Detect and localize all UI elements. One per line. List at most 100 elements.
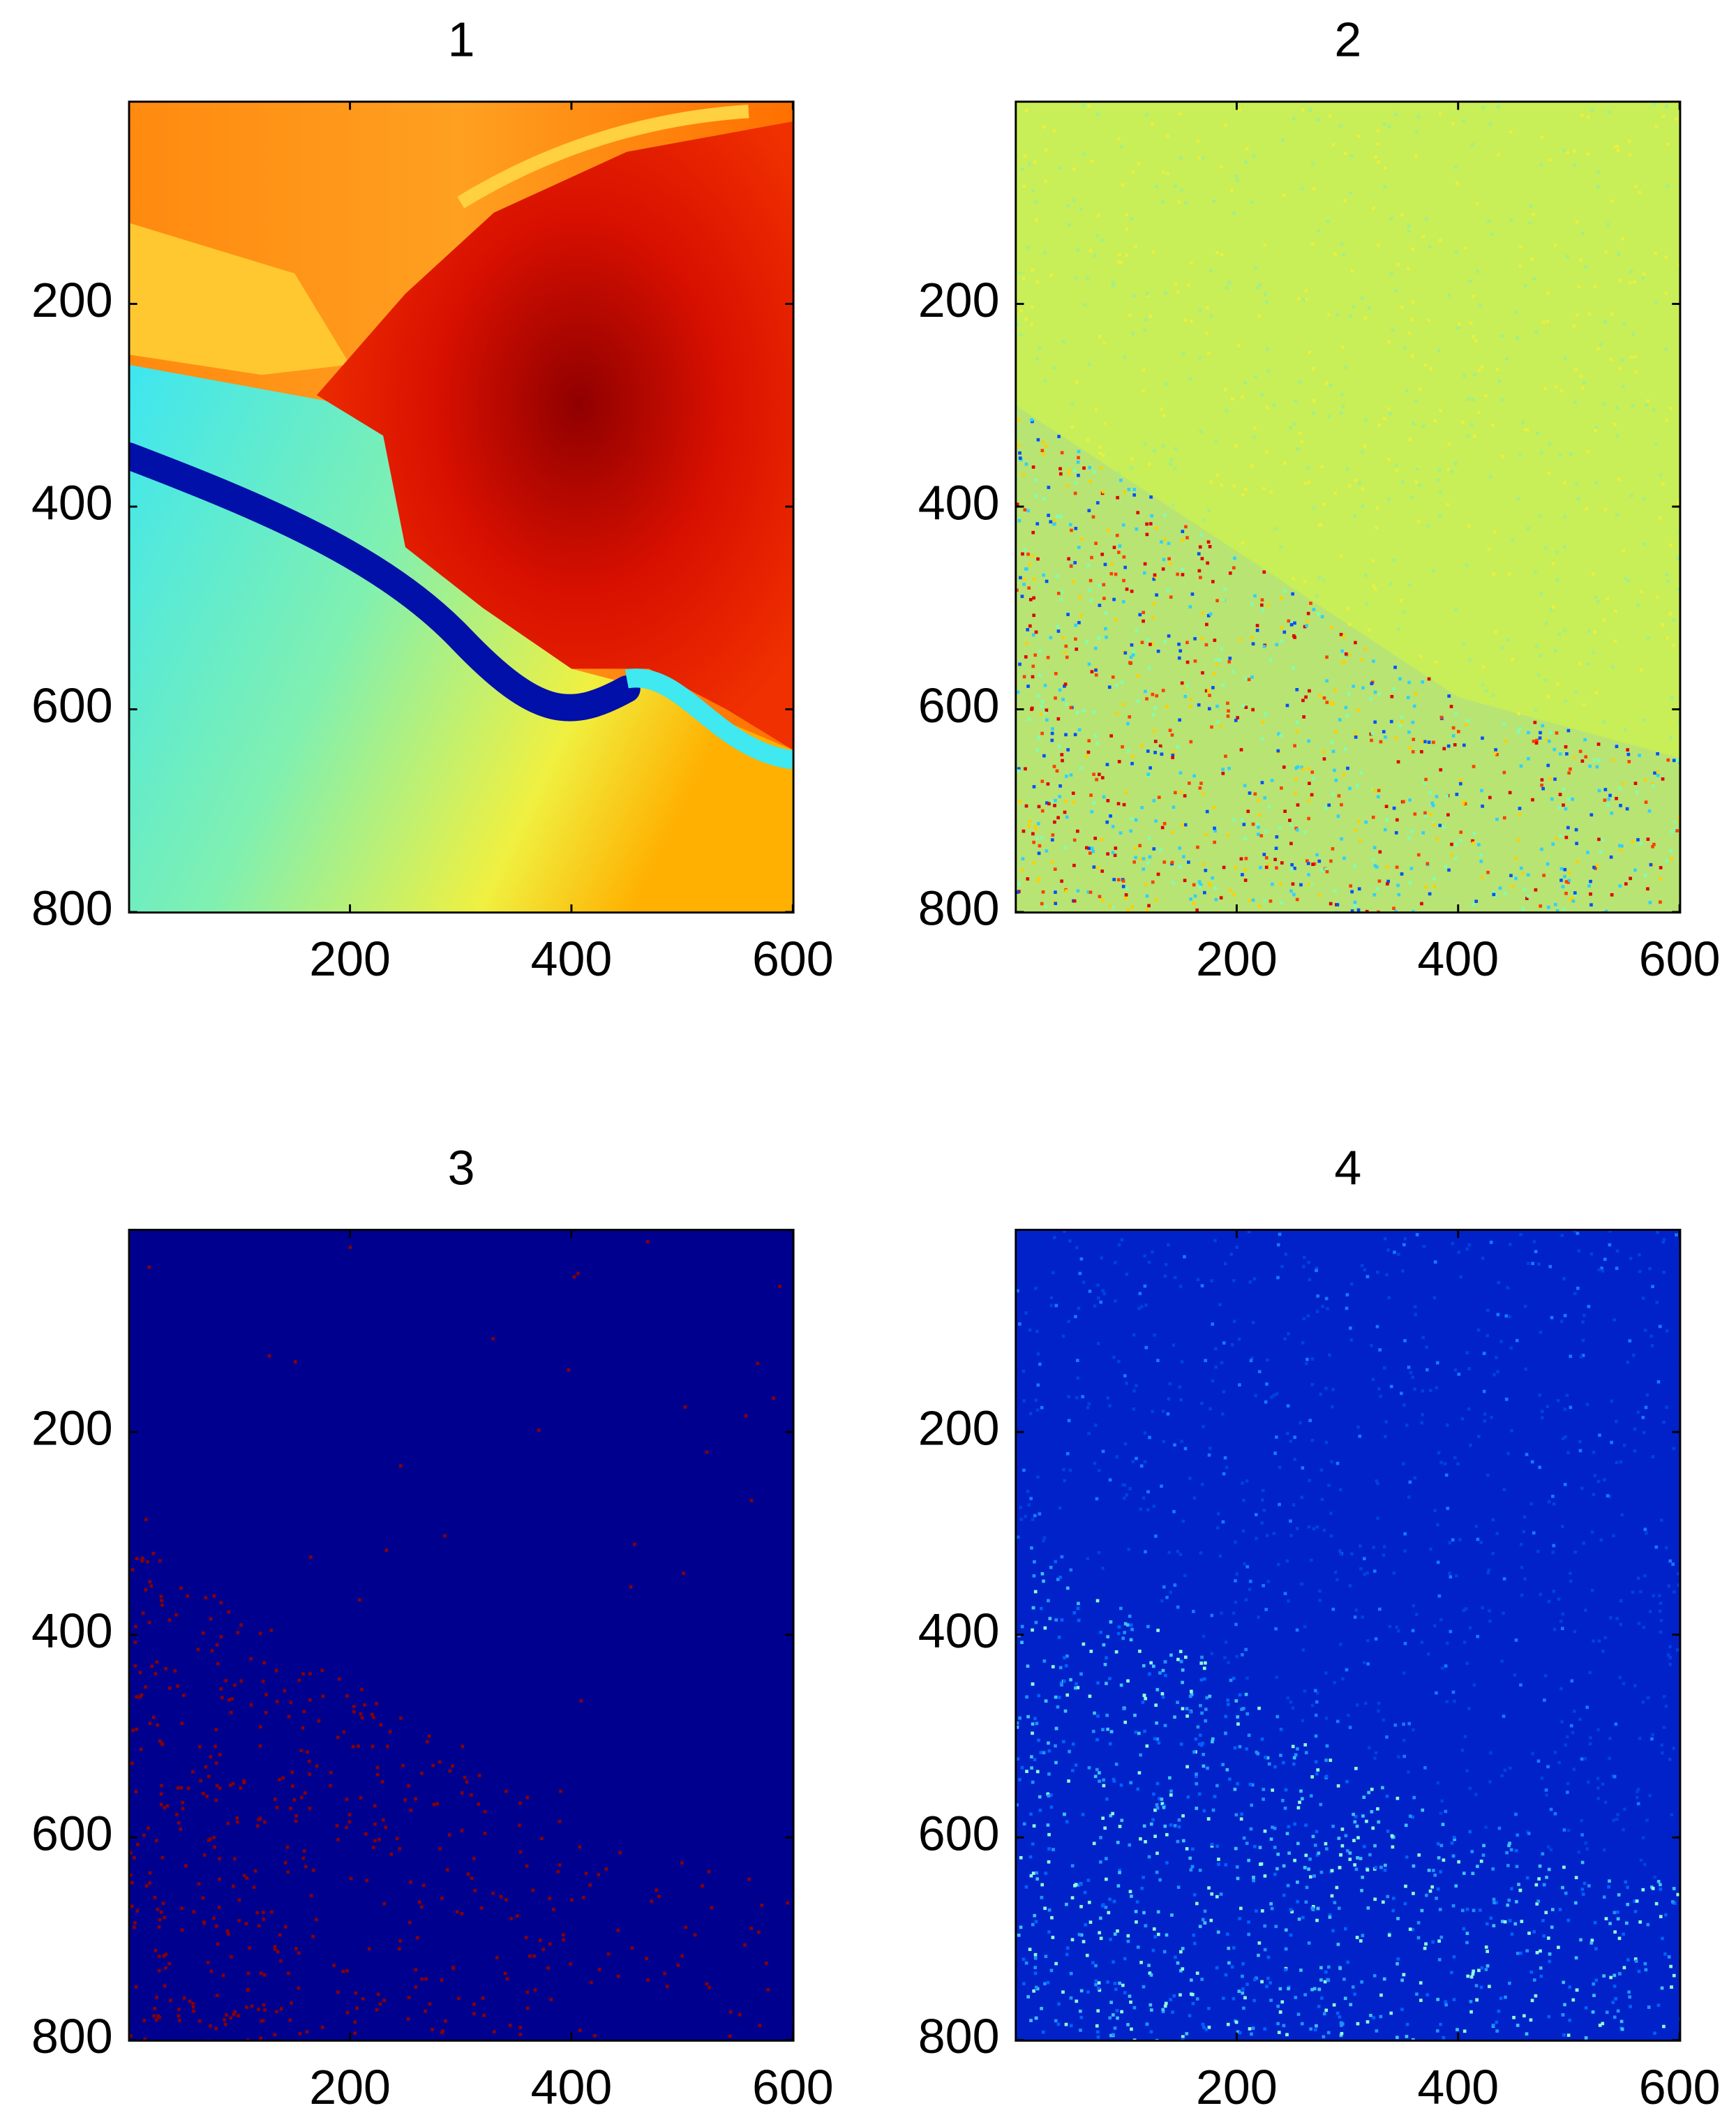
image-pixel bbox=[1439, 1844, 1444, 1848]
image-pixel bbox=[223, 2023, 227, 2026]
image-pixel bbox=[1436, 1560, 1440, 1564]
image-pixel bbox=[495, 1956, 499, 1959]
image-pixel bbox=[219, 1635, 223, 1638]
image-pixel bbox=[1197, 156, 1202, 160]
image-pixel bbox=[1519, 1951, 1522, 1955]
image-pixel bbox=[1275, 866, 1278, 870]
image-pixel bbox=[1096, 1283, 1100, 1287]
image-pixel bbox=[1252, 1876, 1255, 1879]
image-pixel bbox=[1340, 392, 1344, 396]
image-pixel bbox=[1023, 154, 1027, 158]
image-pixel bbox=[1232, 1611, 1236, 1615]
image-pixel bbox=[1594, 1978, 1599, 1982]
image-pixel bbox=[756, 1361, 760, 1366]
image-pixel bbox=[743, 1943, 747, 1947]
image-pixel bbox=[1479, 304, 1483, 308]
image-pixel bbox=[1506, 1451, 1511, 1456]
image-pixel bbox=[1515, 1900, 1518, 1904]
image-pixel bbox=[1031, 1842, 1035, 1846]
image-pixel bbox=[336, 1837, 340, 1841]
image-pixel bbox=[1399, 599, 1403, 603]
image-pixel bbox=[177, 2019, 181, 2022]
image-pixel bbox=[1331, 142, 1335, 147]
image-pixel bbox=[1285, 1431, 1289, 1435]
image-pixel bbox=[1616, 1917, 1620, 1921]
image-pixel bbox=[1550, 1925, 1554, 1929]
image-pixel bbox=[290, 2001, 293, 2005]
image-pixel bbox=[1196, 1278, 1200, 1281]
image-pixel bbox=[1142, 611, 1146, 615]
image-pixel bbox=[278, 1777, 281, 1781]
image-pixel bbox=[1529, 1502, 1533, 1506]
image-pixel bbox=[1192, 1610, 1195, 1613]
image-pixel bbox=[1301, 698, 1305, 703]
image-pixel bbox=[786, 1901, 790, 1905]
image-pixel bbox=[1615, 745, 1619, 749]
image-pixel bbox=[1153, 1808, 1157, 1812]
image-pixel bbox=[229, 2016, 233, 2020]
image-pixel bbox=[1213, 886, 1218, 890]
image-pixel bbox=[1467, 1407, 1471, 1411]
image-pixel bbox=[1052, 128, 1056, 133]
image-pixel bbox=[1143, 329, 1147, 332]
image-pixel bbox=[1151, 692, 1155, 696]
image-pixel bbox=[1475, 1998, 1479, 2002]
image bbox=[1015, 1230, 1680, 2041]
image-pixel bbox=[1659, 877, 1662, 881]
image-pixel bbox=[1322, 2035, 1326, 2039]
image-pixel bbox=[1131, 331, 1135, 336]
image-pixel bbox=[1030, 1766, 1033, 1770]
image-pixel bbox=[1544, 1911, 1548, 1915]
image-pixel bbox=[1165, 705, 1169, 708]
image-pixel bbox=[1492, 1924, 1496, 1928]
image-pixel bbox=[259, 1725, 262, 1729]
image-pixel bbox=[1342, 1978, 1346, 1981]
image-pixel bbox=[1666, 758, 1670, 762]
image-pixel bbox=[1527, 1932, 1531, 1935]
image-pixel bbox=[1224, 1863, 1228, 1867]
image-pixel bbox=[1132, 1389, 1136, 1393]
image-pixel bbox=[1031, 633, 1035, 637]
image-pixel bbox=[1610, 1399, 1614, 1403]
image-pixel bbox=[1337, 1906, 1341, 1911]
image-pixel bbox=[1132, 2005, 1137, 2010]
image-pixel bbox=[406, 2017, 410, 2021]
image-pixel bbox=[1670, 857, 1673, 861]
image-pixel bbox=[1539, 1592, 1543, 1597]
image-pixel bbox=[1031, 1606, 1035, 1610]
image-pixel bbox=[1354, 904, 1357, 908]
image-pixel bbox=[1075, 1396, 1079, 1400]
image-pixel bbox=[1284, 1928, 1288, 1932]
image-pixel bbox=[1624, 1921, 1629, 1925]
image-pixel bbox=[1670, 696, 1674, 700]
image-pixel bbox=[1167, 1243, 1170, 1247]
image-pixel bbox=[1304, 1900, 1308, 1904]
image-pixel bbox=[1365, 1638, 1370, 1643]
image-pixel bbox=[1204, 689, 1209, 693]
image-pixel bbox=[1507, 1844, 1511, 1848]
image-pixel bbox=[1369, 2013, 1372, 2017]
image-pixel bbox=[1487, 547, 1491, 551]
image-pixel bbox=[1032, 840, 1035, 844]
image-pixel bbox=[299, 1795, 304, 1800]
image-pixel bbox=[1348, 1584, 1352, 1587]
image-pixel bbox=[1677, 263, 1680, 267]
image-pixel bbox=[1359, 770, 1363, 775]
image-pixel bbox=[1077, 546, 1081, 549]
image-pixel bbox=[1180, 681, 1184, 685]
image-pixel bbox=[1056, 717, 1061, 721]
image-pixel bbox=[1479, 1541, 1483, 1545]
image-pixel bbox=[426, 1740, 429, 1744]
image-pixel bbox=[1661, 482, 1665, 486]
image-pixel bbox=[1326, 2031, 1331, 2035]
image-pixel bbox=[336, 1990, 340, 1994]
image-pixel bbox=[1357, 887, 1361, 891]
image-pixel bbox=[1038, 1362, 1042, 1366]
image-pixel bbox=[1666, 1653, 1670, 1657]
image-pixel bbox=[1176, 745, 1180, 749]
image-pixel bbox=[1292, 117, 1296, 121]
image-pixel bbox=[1420, 1641, 1424, 1644]
image-pixel bbox=[1204, 331, 1209, 335]
image-pixel bbox=[1307, 798, 1311, 802]
image-pixel bbox=[260, 2019, 264, 2023]
